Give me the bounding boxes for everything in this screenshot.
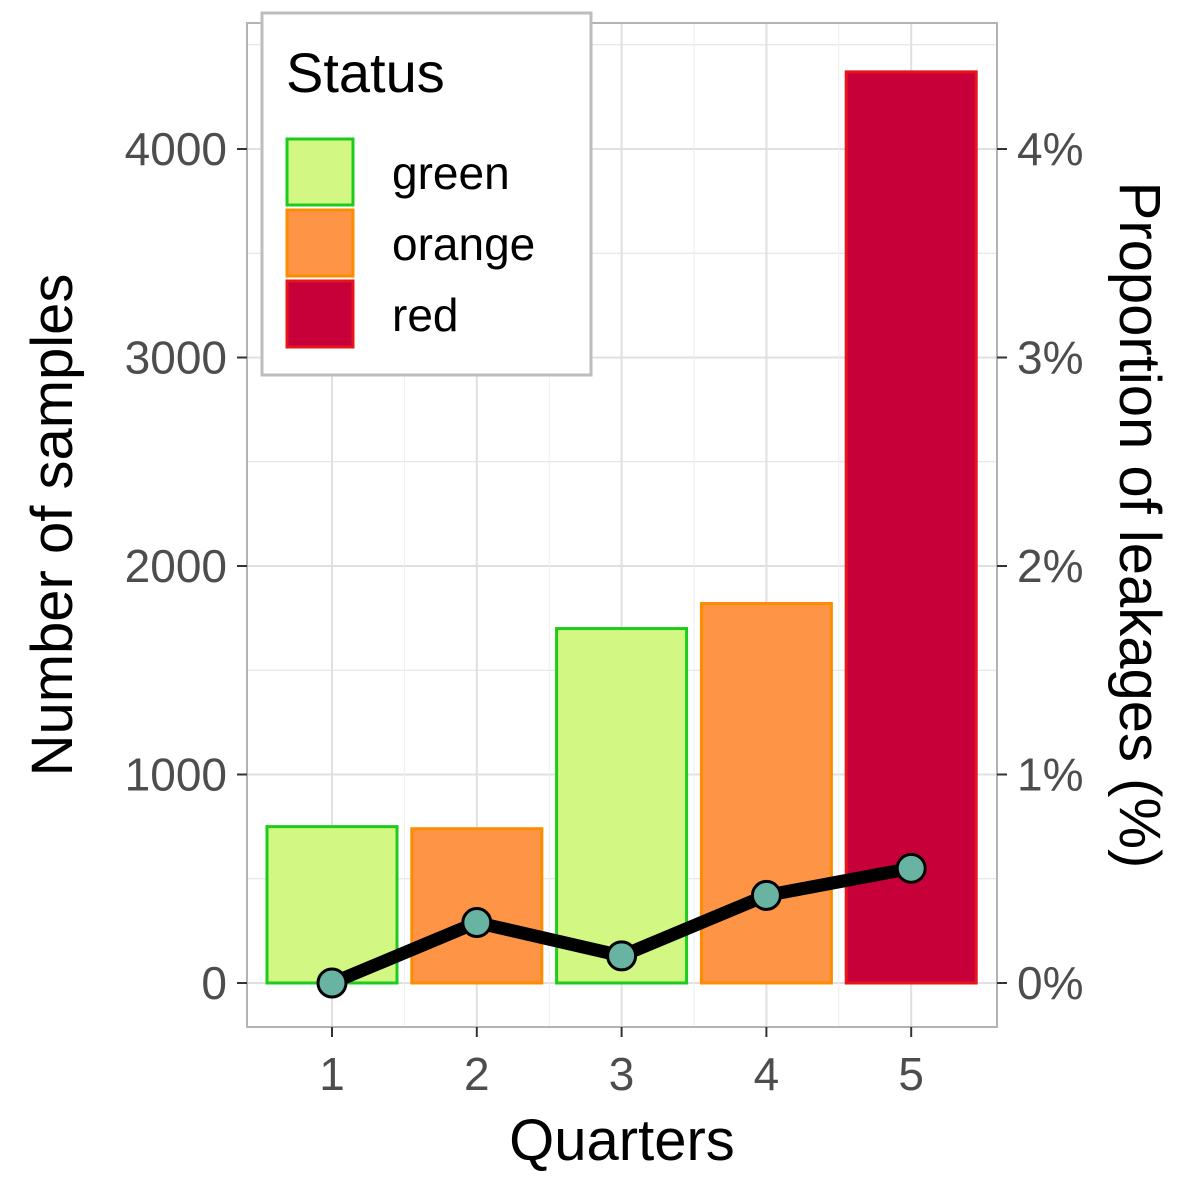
y-tick-label: 4000 (125, 123, 227, 175)
bar (265, 825, 399, 985)
legend-swatch (285, 208, 355, 278)
bar (844, 70, 978, 985)
bar (699, 602, 833, 985)
y2-tick-label: 0% (1017, 957, 1083, 1009)
y-tick-label: 0 (201, 957, 227, 1009)
legend-items: green orange red (285, 137, 535, 349)
y-axis: 0 1000 2000 3000 4000 (125, 123, 247, 1009)
x-tick-label: 5 (898, 1048, 924, 1100)
y-tick-label: 3000 (125, 332, 227, 384)
x-tick-label: 1 (319, 1048, 345, 1100)
y2-tick-label: 4% (1017, 123, 1083, 175)
leakage-point (316, 967, 348, 999)
bars (265, 70, 978, 985)
legend-label: green (392, 147, 510, 199)
legend-label: red (392, 289, 458, 341)
x-axis-title: Quarters (509, 1108, 735, 1173)
leakage-point (461, 907, 493, 939)
legend-label: orange (392, 218, 535, 270)
y2-tick-label: 3% (1017, 332, 1083, 384)
secondary-y-axis: 0% 1% 2% 3% 4% (997, 123, 1083, 1009)
leakage-line (316, 852, 927, 999)
bar (555, 627, 689, 985)
leakage-point (750, 879, 782, 911)
legend-swatch (285, 137, 355, 207)
leakage-point (606, 940, 638, 972)
legend-swatch (285, 279, 355, 349)
x-axis: 1 2 3 4 5 (319, 1027, 924, 1100)
y-tick-label: 2000 (125, 540, 227, 592)
x-tick-label: 2 (464, 1048, 490, 1100)
y2-tick-label: 2% (1017, 540, 1083, 592)
secondary-y-axis-title: Proportion of leakages (%) (1107, 182, 1172, 869)
legend-title: Status (286, 41, 445, 104)
x-tick-label: 3 (609, 1048, 635, 1100)
y-tick-label: 1000 (125, 749, 227, 801)
leakage-point (895, 852, 927, 884)
legend: Status green orange red (260, 11, 593, 377)
y-axis-title: Number of samples (20, 274, 85, 777)
bar (410, 827, 544, 985)
y2-tick-label: 1% (1017, 749, 1083, 801)
x-tick-label: 4 (754, 1048, 780, 1100)
